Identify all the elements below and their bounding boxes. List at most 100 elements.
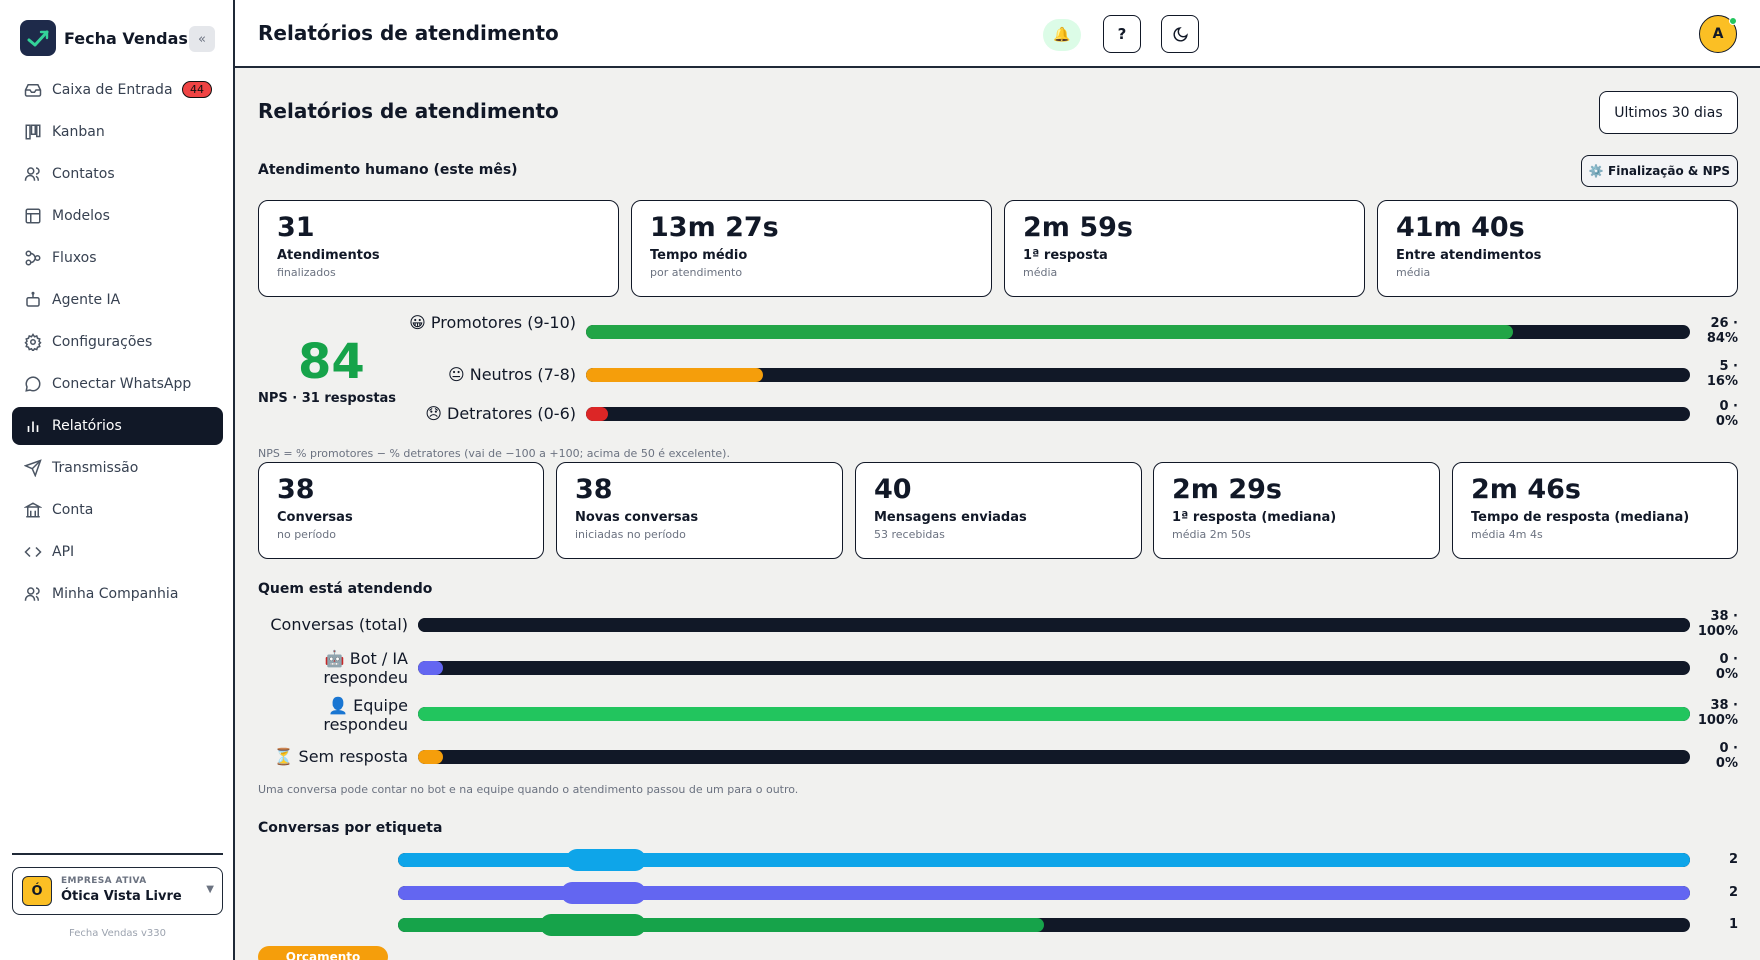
sidebar-item-conectar-whatsapp[interactable]: Conectar WhatsApp: [12, 365, 223, 403]
kanban-icon: [23, 122, 43, 142]
nps-row-label: 😀 Promotores (9-10): [409, 313, 576, 332]
stat-value: 40: [874, 474, 912, 505]
nps-score: 84: [298, 334, 365, 390]
sidebar-item-modelos[interactable]: Modelos: [12, 197, 223, 235]
sidebar-item-relatorios[interactable]: Relatórios: [12, 407, 223, 445]
stat-sub: média: [1396, 266, 1431, 279]
stat-card-tempo-resposta-mediana: 2m 46s Tempo de resposta (mediana) média…: [1452, 462, 1738, 559]
sidebar-item-label: Caixa de Entrada: [52, 82, 173, 98]
stat-sub: média 4m 4s: [1471, 528, 1543, 541]
nps-bar-track: [586, 325, 1690, 339]
users-icon: [23, 164, 43, 184]
who-row-count: 0 · 0%: [1715, 741, 1738, 771]
who-row-count: 38 · 100%: [1697, 609, 1738, 639]
who-row-count: 38 · 100%: [1697, 698, 1738, 728]
tag-bar-track: [398, 853, 1690, 867]
who-note: Uma conversa pode contar no bot e na equ…: [258, 783, 799, 796]
moon-icon: [1173, 26, 1188, 41]
stat-label: Entre atendimentos: [1396, 248, 1542, 263]
nps-bar-fill: [586, 368, 763, 382]
company-label: EMPRESA ATIVA: [61, 876, 147, 886]
theme-toggle-button[interactable]: [1161, 15, 1199, 53]
brand[interactable]: Fecha Vendas: [20, 20, 188, 56]
stat-sub: finalizados: [277, 266, 336, 279]
sidebar-item-conta[interactable]: Conta: [12, 491, 223, 529]
tag-bar-track: [398, 886, 1690, 900]
company-users-icon: [23, 584, 43, 604]
inbox-icon: [23, 80, 43, 100]
page-title: Relatórios de atendimento: [258, 99, 559, 123]
sidebar-item-transmissao[interactable]: Transmissão: [12, 449, 223, 487]
sidebar-item-fluxos[interactable]: Fluxos: [12, 239, 223, 277]
user-avatar[interactable]: A: [1699, 15, 1737, 53]
who-bar-fill: [418, 707, 1690, 721]
bank-icon: [23, 500, 43, 520]
sidebar-item-label: Agente IA: [52, 292, 121, 308]
who-bar-fill: [418, 750, 444, 764]
stat-sub: no período: [277, 528, 336, 541]
stat-value: 2m 59s: [1023, 212, 1133, 243]
stat-card-primeira-resposta-mediana: 2m 29s 1ª resposta (mediana) média 2m 50…: [1153, 462, 1440, 559]
tag-count: 2: [1728, 852, 1738, 867]
stat-value: 13m 27s: [650, 212, 779, 243]
tag-bar-fill: [398, 886, 1690, 900]
chat-icon: [23, 374, 43, 394]
tag-bar-fill: [398, 918, 1044, 932]
sidebar-item-api[interactable]: API: [12, 533, 223, 571]
stat-label: Conversas: [277, 510, 353, 525]
company-avatar: Ó: [22, 876, 52, 906]
stat-card-entre-atendimentos: 41m 40s Entre atendimentos média: [1377, 200, 1738, 297]
stat-card-primeira-resposta: 2m 59s 1ª resposta média: [1004, 200, 1365, 297]
help-button[interactable]: ?: [1103, 15, 1141, 53]
sidebar-item-inbox[interactable]: Caixa de Entrada 44: [12, 71, 223, 109]
tag-count: 1: [1728, 917, 1738, 932]
who-row-count: 0 · 0%: [1715, 652, 1738, 682]
nps-note: NPS = % promotores − % detratores (vai d…: [258, 447, 730, 460]
collapse-sidebar-button[interactable]: «: [189, 26, 215, 52]
nps-caption: NPS · 31 respostas: [258, 391, 397, 406]
stat-sub: iniciadas no período: [575, 528, 686, 541]
stat-value: 41m 40s: [1396, 212, 1525, 243]
stat-value: 38: [277, 474, 315, 505]
stat-sub: 53 recebidas: [874, 528, 945, 541]
sidebar-item-label: Transmissão: [52, 460, 139, 476]
notifications-button[interactable]: 🔔: [1043, 19, 1081, 51]
sidebar-item-kanban[interactable]: Kanban: [12, 113, 223, 151]
stat-sub: média 2m 50s: [1172, 528, 1251, 541]
who-bar-track: [418, 707, 1690, 721]
code-icon: [23, 542, 43, 562]
online-status-dot: [1729, 17, 1737, 25]
nps-row-count: 5 · 16%: [1706, 359, 1738, 389]
bot-icon: [23, 290, 43, 310]
flow-icon: [23, 248, 43, 268]
stat-value: 31: [277, 212, 315, 243]
inbox-count-badge: 44: [182, 81, 212, 98]
sidebar-divider: [12, 853, 223, 855]
sidebar-item-label: API: [52, 544, 75, 560]
bar-chart-icon: [23, 416, 43, 436]
bell-icon: 🔔: [1053, 27, 1071, 43]
app-version: Fecha Vendas v330: [69, 928, 166, 939]
brand-logo-icon: [20, 20, 56, 56]
sidebar-item-label: Fluxos: [52, 250, 97, 266]
tag-pill[interactable]: Orçamento: [258, 946, 388, 960]
period-select-button[interactable]: Ultimos 30 dias: [1599, 91, 1738, 134]
top-header: Relatórios de atendimento 🔔 ? A: [235, 0, 1760, 68]
company-switcher[interactable]: Ó EMPRESA ATIVA Ótica Vista Livre ▼: [12, 867, 223, 915]
who-bar-track: [418, 618, 1690, 632]
sidebar-item-label: Relatórios: [52, 418, 122, 434]
sidebar-item-contatos[interactable]: Contatos: [12, 155, 223, 193]
stat-sub: média: [1023, 266, 1058, 279]
sidebar-item-configuracoes[interactable]: Configurações: [12, 323, 223, 361]
sidebar-item-label: Contatos: [52, 166, 115, 182]
stat-sub: por atendimento: [650, 266, 743, 279]
nps-bar-fill: [586, 407, 609, 421]
finalization-nps-settings-button[interactable]: ⚙️ Finalização & NPS: [1581, 155, 1738, 187]
chevron-down-icon: ▼: [206, 884, 214, 895]
stat-card-mensagens-enviadas: 40 Mensagens enviadas 53 recebidas: [855, 462, 1142, 559]
sidebar-item-minha-companhia[interactable]: Minha Companhia: [12, 575, 223, 613]
tag-bar-track: [398, 918, 1690, 932]
sidebar-item-agente-ia[interactable]: Agente IA: [12, 281, 223, 319]
stat-label: Mensagens enviadas: [874, 510, 1027, 525]
stat-label: 1ª resposta (mediana): [1172, 510, 1337, 525]
